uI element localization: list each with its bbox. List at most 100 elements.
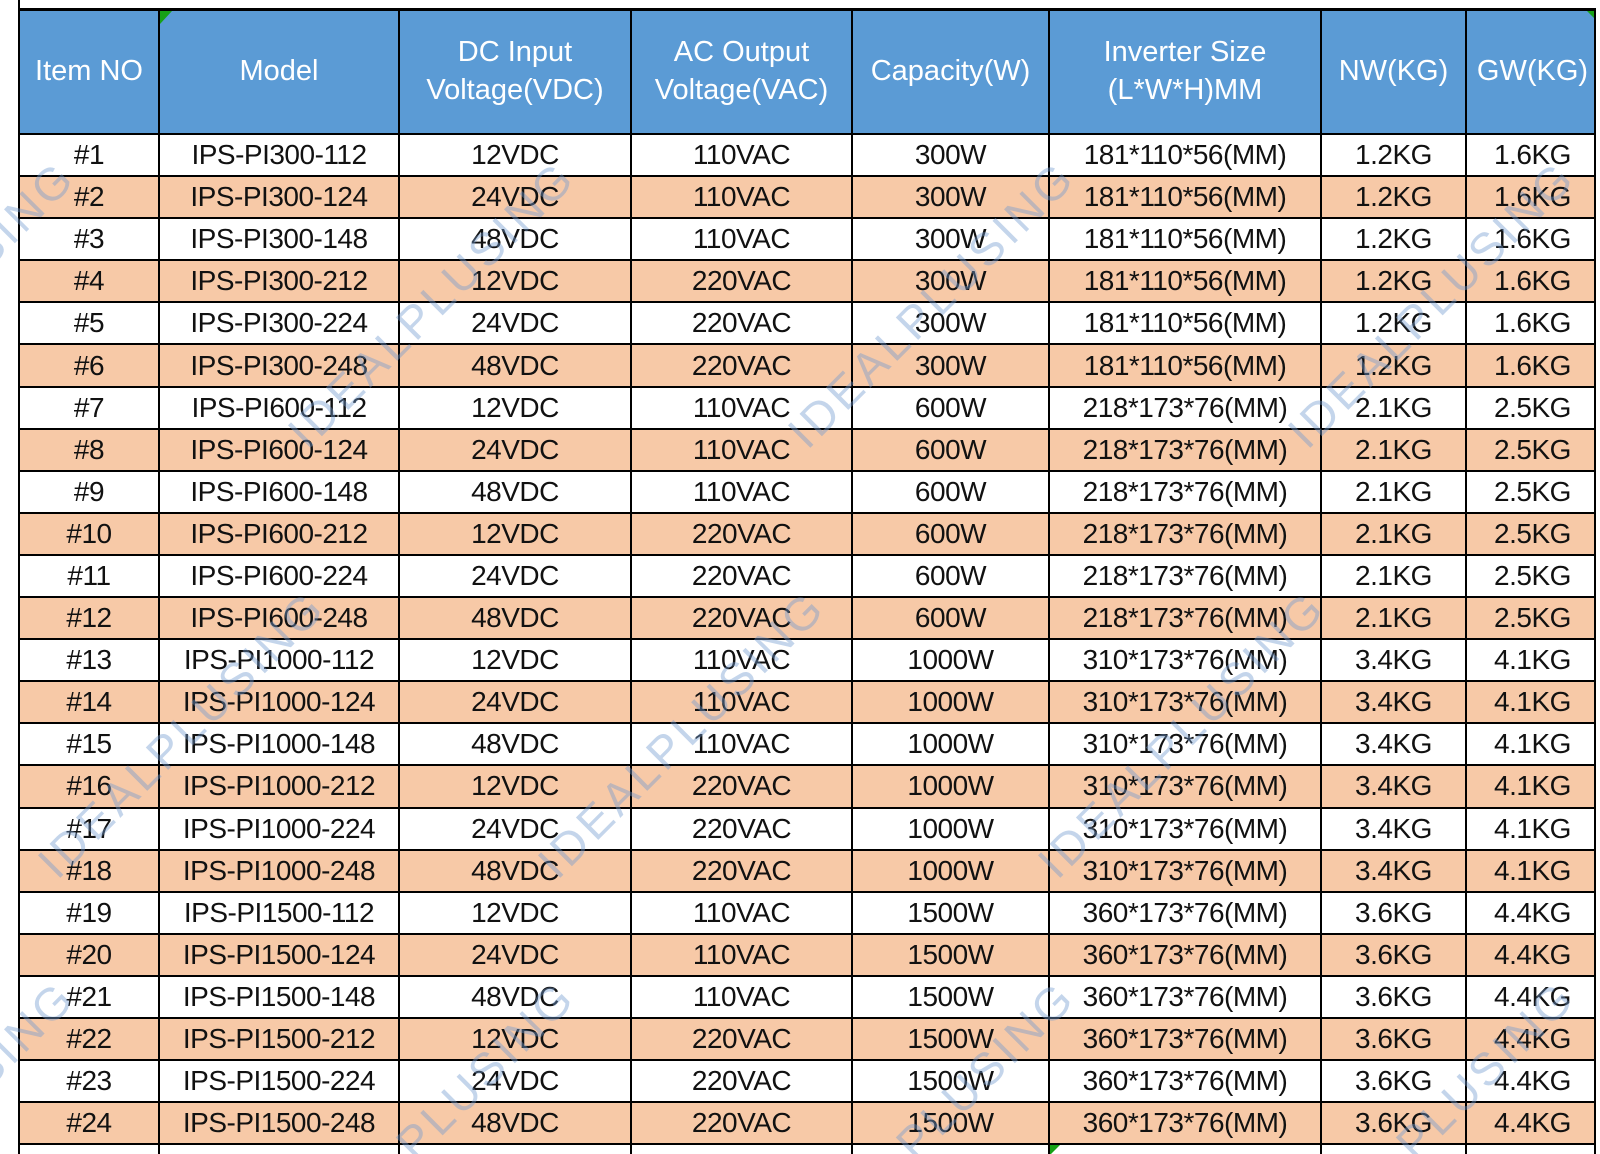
- table-cell: #8: [20, 429, 160, 472]
- table-cell: #13: [20, 640, 160, 683]
- table-row: #24 IPS-PI1500-248 48VDC 220VAC 1500W 360*173…: [20, 1103, 1594, 1146]
- table-cell: 4.1KG: [1467, 724, 1594, 767]
- table-cell: 4.1KG: [1467, 682, 1594, 725]
- table-cell: 12VDC: [400, 135, 632, 178]
- table-row: #18 IPS-PI1000-248 48VDC 220VAC 1000W 310*173…: [20, 850, 1594, 893]
- table-cell: 218*173*76(MM): [1050, 555, 1322, 599]
- table-row: #9 IPS-PI600-148 48VDC 110VAC 600W 218*173*76…: [20, 471, 1594, 514]
- table-row: #16 IPS-PI1000-212 12VDC 220VAC 1000W 310*173…: [20, 766, 1594, 809]
- table-row: #10 IPS-PI600-212 12VDC 220VAC 600W 218*173*7…: [20, 513, 1594, 556]
- table-cell: 3.4KG: [1322, 850, 1467, 893]
- table-cell: IPS-PI1500-248: [160, 1103, 400, 1146]
- table-cell: 1000W: [853, 682, 1050, 725]
- table-cell: 24VDC: [400, 177, 632, 220]
- table-cell: IPS-PI1000-112: [160, 640, 400, 683]
- table-cell: 3.6KG: [1322, 976, 1467, 1019]
- table-cell: 218*173*76(MM): [1050, 598, 1322, 641]
- table-cell: #11: [20, 555, 160, 599]
- table-cell: IPS-PI600-212: [160, 513, 400, 556]
- table-cell-empty: [1467, 1145, 1594, 1154]
- table-cell: 12VDC: [400, 261, 632, 304]
- column-header-label: Model: [239, 55, 319, 88]
- table-cell: #12: [20, 598, 160, 641]
- table-cell: 110VAC: [632, 976, 853, 1019]
- table-cell: 3.6KG: [1322, 892, 1467, 935]
- table-cell: 2.1KG: [1322, 471, 1467, 514]
- table-cell: #18: [20, 850, 160, 893]
- table-cell: 1.2KG: [1322, 177, 1467, 220]
- table-cell: IPS-PI1000-148: [160, 724, 400, 767]
- table-cell: 4.1KG: [1467, 640, 1594, 683]
- table-cell: 300W: [853, 135, 1050, 178]
- table-cell: 24VDC: [400, 1061, 632, 1104]
- table-cell: 2.5KG: [1467, 556, 1594, 599]
- table-cell: #1: [20, 135, 160, 178]
- table-cell: #4: [20, 261, 160, 304]
- table-cell: 218*173*76(MM): [1050, 387, 1322, 430]
- table-cell: 220VAC: [632, 808, 853, 851]
- table-cell: 1500W: [853, 934, 1050, 977]
- table-cell: 12VDC: [400, 513, 632, 556]
- table-cell: 24VDC: [400, 429, 632, 472]
- green-triangle-icon: [160, 11, 172, 24]
- table-cell: 4.4KG: [1467, 1018, 1594, 1062]
- table-cell: IPS-PI600-248: [160, 598, 400, 641]
- table-cell: 181*110*56(MM): [1050, 261, 1322, 304]
- table-cell: 310*173*76(MM): [1050, 808, 1322, 851]
- column-header: GW(KG): [1467, 11, 1594, 135]
- table-row: #12 IPS-PI600-248 48VDC 220VAC 600W 218*173*7…: [20, 598, 1594, 641]
- table-cell: #10: [20, 513, 160, 556]
- table-cell: 600W: [853, 471, 1050, 514]
- column-header-label: NW(KG): [1338, 55, 1449, 88]
- table-cell: 2.1KG: [1322, 387, 1467, 430]
- table-cell: 600W: [853, 598, 1050, 641]
- table-row: #15 IPS-PI1000-148 48VDC 110VAC 1000W 310*173…: [20, 724, 1594, 767]
- table-cell: 1500W: [853, 1103, 1050, 1146]
- table-cell: #5: [20, 303, 160, 346]
- grid-line: [18, 0, 20, 9]
- table-row: #5 IPS-PI300-224 24VDC 220VAC 300W 181*110*56…: [20, 303, 1594, 346]
- column-header: Capacity(W): [853, 11, 1050, 135]
- column-header-label: Item NO: [35, 55, 143, 88]
- table-cell: 360*173*76(MM): [1050, 934, 1322, 977]
- table-body: #1 IPS-PI300-112 12VDC 110VAC 300W 181*110*56…: [20, 135, 1594, 1146]
- table-cell: 360*173*76(MM): [1050, 1018, 1322, 1062]
- table-row: #1 IPS-PI300-112 12VDC 110VAC 300W 181*110*56…: [20, 135, 1594, 178]
- table-cell: 1.6KG: [1467, 261, 1594, 304]
- table-cell: 220VAC: [632, 513, 853, 556]
- table-cell: 1.6KG: [1467, 303, 1594, 346]
- table-cell: #2: [20, 177, 160, 220]
- table-cell: 360*173*76(MM): [1050, 1061, 1322, 1104]
- column-header: DC Input Voltage(VDC): [400, 11, 632, 135]
- table-cell: 1000W: [853, 640, 1050, 683]
- table-cell: IPS-PI1500-224: [160, 1061, 400, 1104]
- table-cell: 110VAC: [632, 219, 853, 262]
- table-cell: 3.6KG: [1322, 1103, 1467, 1146]
- table-cell: 181*110*56(MM): [1050, 345, 1322, 388]
- table-cell: 360*173*76(MM): [1050, 1103, 1322, 1146]
- column-header: Item NO: [20, 11, 160, 135]
- table-cell-empty: [1322, 1145, 1467, 1154]
- table-cell: 2.1KG: [1322, 555, 1467, 599]
- table-cell: 220VAC: [632, 1103, 853, 1146]
- table-cell-empty: [160, 1145, 400, 1154]
- table-row: #6 IPS-PI300-248 48VDC 220VAC 300W 181*110*56…: [20, 345, 1594, 388]
- table-cell: 110VAC: [632, 934, 853, 977]
- table-row: #8 IPS-PI600-124 24VDC 110VAC 600W 218*173*76…: [20, 429, 1594, 472]
- table-cell: 110VAC: [632, 387, 853, 430]
- table-row-partial: [20, 1145, 1594, 1154]
- table-cell: 110VAC: [632, 640, 853, 683]
- table-cell-empty: [1050, 1145, 1322, 1154]
- table-cell: 48VDC: [400, 1103, 632, 1146]
- table-cell: 24VDC: [400, 555, 632, 599]
- table-cell: 12VDC: [400, 640, 632, 683]
- table-cell: IPS-PI1500-124: [160, 934, 400, 977]
- table-cell: 1000W: [853, 850, 1050, 893]
- table-cell: IPS-PI300-224: [160, 303, 400, 346]
- table-cell: IPS-PI300-212: [160, 261, 400, 304]
- table-cell: #20: [20, 934, 160, 977]
- column-header: Inverter Size (L*W*H)MM: [1050, 11, 1322, 135]
- column-header: AC Output Voltage(VAC): [632, 11, 853, 135]
- table-cell: 1500W: [853, 1018, 1050, 1062]
